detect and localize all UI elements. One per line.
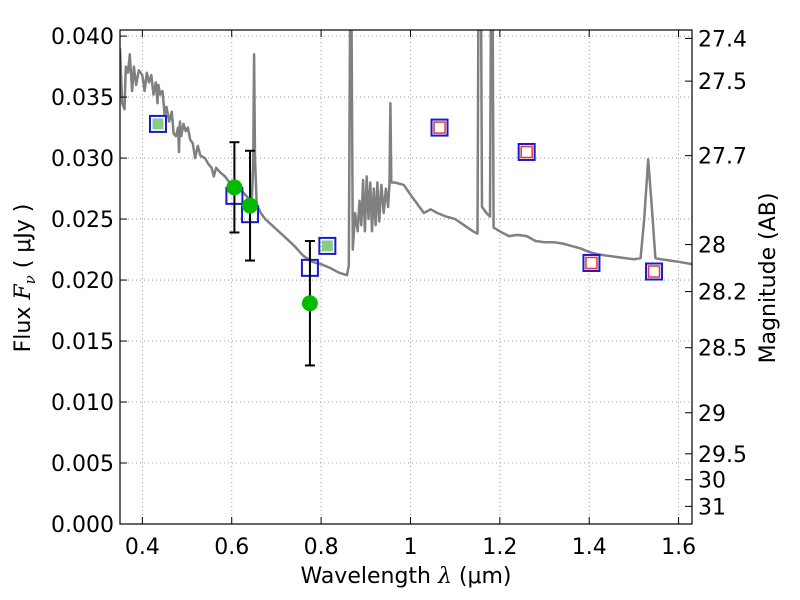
y2-tick-label: 30 (698, 469, 726, 494)
model-box (148, 114, 167, 133)
model-box-fill (321, 240, 333, 252)
y-tick-label: 0.010 (51, 391, 114, 416)
y2-tick-label: 28.2 (698, 281, 747, 306)
x-axis-label: Wavelength λ (μm) (300, 564, 511, 589)
model-box (318, 236, 337, 255)
model-box (430, 118, 449, 137)
model-spectrum-layer (120, 30, 692, 277)
model-box-fill (433, 121, 446, 134)
grid (120, 30, 692, 524)
y-tick-label: 0.025 (51, 208, 114, 233)
model-spectrum-line (120, 30, 692, 277)
y-tick-label: 0.015 (51, 330, 114, 355)
plot-frame (119, 29, 693, 525)
y2-tick-label: 29.5 (698, 443, 747, 468)
x-tick-label: 0.6 (214, 535, 249, 560)
y-tick-label: 0.005 (51, 452, 114, 477)
x-tick-label: 0.4 (125, 535, 160, 560)
y2-tick-label: 27.5 (698, 70, 747, 95)
model-box (517, 142, 536, 161)
y2-tick-label: 28.5 (698, 337, 747, 362)
observed-point (242, 197, 259, 214)
axis-labels: Wavelength λ (μm) Flux Fν ( μJy ) Magnit… (11, 193, 781, 589)
y2-tick-label: 27.4 (698, 27, 747, 52)
y2-tick-label: 29 (698, 402, 726, 427)
y2-tick-label: 28 (698, 234, 726, 259)
x-tick-label: 1.4 (572, 535, 607, 560)
y2-tick-label: 31 (698, 495, 726, 520)
y2-tick-label: 27.7 (698, 145, 747, 170)
y-axis-label: Flux Fν ( μJy ) (11, 204, 39, 353)
y-tick-label: 0.030 (51, 147, 114, 172)
x-tick-label: 1.6 (661, 535, 696, 560)
y-tick-label: 0.020 (51, 269, 114, 294)
model-box-fill (585, 256, 598, 270)
markers-layer (148, 114, 664, 367)
model-box-fill (520, 145, 533, 159)
y-tick-label: 0.035 (51, 86, 114, 111)
y2-axis-label: Magnitude (AB) (756, 193, 781, 364)
x-tick-label: 1.2 (482, 535, 517, 560)
y-tick-label: 0.040 (51, 25, 114, 50)
x-tick-label: 0.8 (304, 535, 339, 560)
observed-point (301, 295, 318, 312)
model-box-fill (152, 118, 164, 130)
y-tick-label: 0.000 (51, 513, 114, 538)
ticks: 0.4 0.6 0.8 1 1.2 1.4 1.6 0.000 0.005 0.010 0.015 0… (51, 25, 747, 560)
model-box (582, 253, 601, 272)
observed-point (226, 179, 243, 196)
model-box (645, 262, 664, 281)
model-box-fill (647, 265, 661, 278)
x-tick-label: 1 (403, 535, 417, 560)
